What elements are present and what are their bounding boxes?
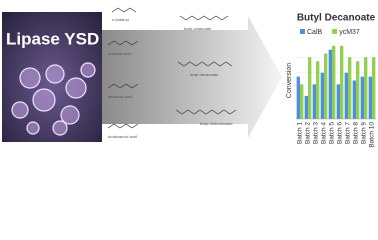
- bar: [308, 57, 312, 119]
- bar: [324, 53, 328, 119]
- x-tick-label: Batch 3: [313, 122, 320, 144]
- x-tick-label: Batch 10: [369, 122, 376, 148]
- x-tick-label: Batch 4: [321, 122, 328, 144]
- bar: [360, 76, 364, 119]
- molecule: [175, 109, 237, 115]
- bar-chart: Butyl Decanoate Conversion CalB ycM37 Batch …: [286, 13, 376, 148]
- molecule: [177, 61, 233, 67]
- scheme-label: butyl octanoate: [184, 26, 212, 31]
- molecule: [107, 40, 139, 46]
- bar: [364, 57, 368, 119]
- legend-label: ycM37: [339, 29, 360, 36]
- molecule: [107, 123, 139, 129]
- scheme-label: dodecanoic acid: [108, 134, 137, 139]
- bar: [340, 45, 344, 119]
- scheme-label: butyl dodecanoate: [200, 121, 233, 126]
- bar: [304, 95, 308, 119]
- y-axis-label: Conversion: [286, 63, 293, 99]
- chart-title: Butyl Decanoate: [297, 13, 376, 24]
- bar: [312, 84, 316, 119]
- x-tick-label: Batch 5: [329, 122, 336, 144]
- bar: [296, 76, 300, 119]
- legend-label: CalB: [307, 29, 323, 36]
- x-tick-label: Batch 8: [353, 122, 360, 144]
- bar: [332, 45, 336, 119]
- bar: [356, 61, 360, 119]
- legend-swatch: [332, 29, 338, 34]
- bar: [336, 84, 340, 119]
- cells: [11, 62, 96, 136]
- molecule: [107, 83, 139, 89]
- bar: [352, 80, 356, 119]
- x-tick-label: Batch 9: [361, 122, 368, 144]
- process-arrow: [102, 16, 282, 138]
- bar: [316, 61, 320, 119]
- bar: [328, 49, 332, 120]
- bar: [344, 72, 348, 119]
- molecule: [179, 15, 229, 21]
- scheme-label: decanoic acid: [108, 94, 132, 99]
- scheme-label: butyl decanoate: [190, 72, 219, 77]
- x-tick-label: Batch 7: [345, 122, 352, 144]
- image-label: Lipase YSD: [6, 29, 99, 48]
- scheme-label: octanoic acid: [108, 51, 131, 56]
- graphical-abstract: Lipase YSD n-butanol octanoic acid decan…: [2, 7, 376, 148]
- x-tick-label: Batch 2: [305, 122, 312, 144]
- bar: [300, 84, 304, 119]
- x-tick-label: Batch 6: [337, 122, 344, 144]
- bar: [320, 72, 324, 119]
- bar: [348, 57, 352, 119]
- legend-swatch: [300, 29, 305, 34]
- bar: [372, 57, 376, 119]
- x-tick-label: Batch 1: [297, 122, 304, 144]
- scheme-label: n-butanol: [112, 17, 129, 22]
- molecule: [111, 7, 137, 13]
- bar: [368, 76, 372, 119]
